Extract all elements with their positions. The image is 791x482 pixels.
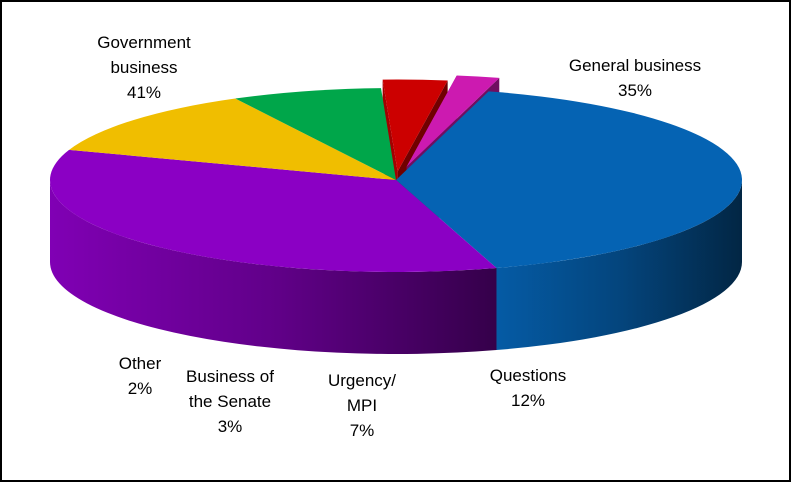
label-business-of-the-senate: Business of the Senate 3% [170, 364, 290, 439]
label-government-business-line1: Government [97, 33, 191, 52]
label-business-of-the-senate-line2: the Senate [188, 392, 272, 411]
pie-slice-side-government-business [496, 180, 742, 351]
label-business-of-the-senate-percent: 3% [217, 417, 243, 436]
label-general-business: General business 35% [545, 53, 725, 103]
label-other-percent: 2% [127, 379, 153, 398]
pie-slice-government-business [396, 91, 743, 269]
label-other-line1: Other [118, 354, 162, 373]
label-general-business-line1: General business [568, 56, 702, 75]
pie-slice-questions [69, 98, 396, 180]
pie-slice-urgency-mpi [235, 88, 396, 180]
label-questions: Questions 12% [468, 363, 588, 413]
pie-slice-side-general-business [50, 180, 497, 355]
label-government-business: Government business 41% [54, 30, 234, 105]
pie-slice-other [406, 75, 500, 167]
label-government-business-percent: 41% [126, 83, 162, 102]
label-business-of-the-senate-line1: Business of [186, 367, 274, 386]
pie-slice-general-business [49, 149, 497, 273]
label-urgency-mpi: Urgency/ MPI 7% [302, 368, 422, 443]
label-questions-percent: 12% [510, 391, 546, 410]
label-other: Other 2% [100, 351, 180, 401]
label-urgency-mpi-line2: MPI [346, 396, 378, 415]
label-questions-line1: Questions [489, 366, 567, 385]
label-urgency-mpi-percent: 7% [349, 421, 375, 440]
pie-slice-business-of-the-senate [382, 79, 448, 172]
label-government-business-line2: business [110, 58, 178, 77]
label-general-business-percent: 35% [617, 81, 653, 100]
label-urgency-mpi-line1: Urgency/ [327, 371, 397, 390]
